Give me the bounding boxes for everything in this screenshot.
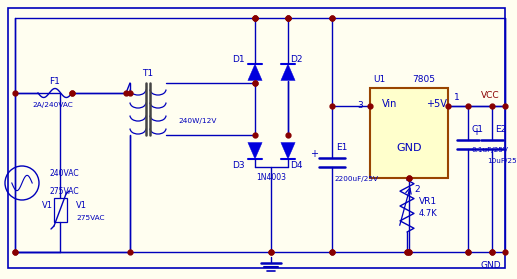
- Polygon shape: [248, 143, 262, 159]
- Text: 2200uF/25V: 2200uF/25V: [334, 176, 378, 182]
- Polygon shape: [281, 143, 295, 159]
- Polygon shape: [248, 64, 262, 81]
- Text: E1: E1: [336, 143, 347, 153]
- Text: C1: C1: [471, 126, 483, 134]
- Text: +: +: [472, 127, 480, 137]
- Text: VR1: VR1: [419, 196, 437, 206]
- Text: F1: F1: [50, 78, 60, 86]
- Text: 3: 3: [357, 102, 363, 110]
- Text: GND: GND: [480, 261, 501, 270]
- Text: 240VAC: 240VAC: [49, 170, 79, 179]
- Text: GND: GND: [396, 143, 422, 153]
- Text: 1: 1: [454, 93, 460, 102]
- FancyBboxPatch shape: [370, 88, 448, 178]
- Text: +5V: +5V: [426, 99, 447, 109]
- Text: 4.7K: 4.7K: [419, 210, 438, 218]
- Text: D2: D2: [290, 54, 302, 64]
- Text: E2: E2: [495, 126, 506, 134]
- Bar: [54, 198, 67, 222]
- Text: D4: D4: [290, 162, 302, 170]
- Polygon shape: [281, 64, 295, 81]
- Text: 1N4003: 1N4003: [256, 174, 286, 182]
- Text: D1: D1: [232, 54, 245, 64]
- Text: Vin: Vin: [382, 99, 398, 109]
- Text: V1: V1: [76, 201, 87, 210]
- Text: 2: 2: [414, 186, 420, 194]
- Text: 240W/12V: 240W/12V: [178, 118, 217, 124]
- Text: 2A/240VAC: 2A/240VAC: [33, 102, 73, 108]
- Text: T1: T1: [143, 69, 154, 78]
- Text: VCC: VCC: [481, 90, 500, 100]
- Text: 10uF/25V: 10uF/25V: [487, 158, 517, 164]
- Text: 275VAC: 275VAC: [76, 215, 104, 221]
- Text: +: +: [310, 149, 318, 159]
- Text: U1: U1: [373, 76, 385, 85]
- Text: D3: D3: [232, 162, 245, 170]
- Text: 7805: 7805: [413, 76, 435, 85]
- Text: 0.1uF/25V: 0.1uF/25V: [471, 147, 508, 153]
- Text: V1: V1: [42, 201, 53, 210]
- Text: 275VAC: 275VAC: [49, 187, 79, 196]
